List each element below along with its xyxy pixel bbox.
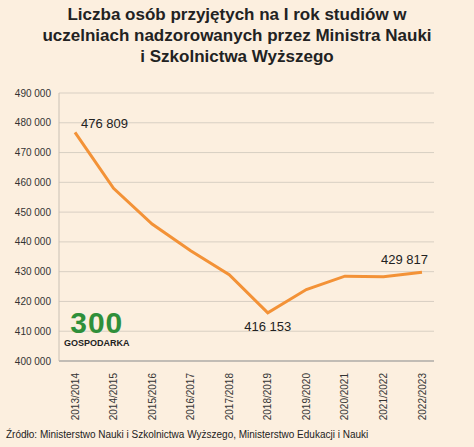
svg-text:2018/2019: 2018/2019 <box>262 373 273 421</box>
svg-text:429 817: 429 817 <box>381 252 428 267</box>
svg-text:2014/2015: 2014/2015 <box>108 373 119 421</box>
svg-text:2019/2020: 2019/2020 <box>301 373 312 421</box>
html-text:Źródło: Ministerstwo Nauki i S: Źródło: Ministerstwo Nauki i Szkolnictwa… <box>6 429 369 440</box>
svg-text:440 000: 440 000 <box>15 236 52 247</box>
html-text:GOSPODARKA: GOSPODARKA <box>64 338 130 348</box>
svg-text:2021/2022: 2021/2022 <box>378 373 389 421</box>
svg-text:2020/2021: 2020/2021 <box>339 373 350 421</box>
svg-text:450 000: 450 000 <box>15 207 52 218</box>
svg-text:420 000: 420 000 <box>15 296 52 307</box>
svg-text:2013/2014: 2013/2014 <box>70 373 81 421</box>
svg-text:2017/2018: 2017/2018 <box>224 373 235 421</box>
svg-text:2022/2023: 2022/2023 <box>417 373 428 421</box>
html-text:Liczba osób przyjętych na I ro: Liczba osób przyjętych na I rok studiów … <box>42 5 432 66</box>
svg-text:490 000: 490 000 <box>15 88 52 99</box>
svg-text:480 000: 480 000 <box>15 117 52 128</box>
svg-text:476 809: 476 809 <box>81 116 128 131</box>
svg-text:410 000: 410 000 <box>15 326 52 337</box>
svg-text:470 000: 470 000 <box>15 147 52 158</box>
svg-text:400 000: 400 000 <box>15 356 52 367</box>
svg-text:416 153: 416 153 <box>244 319 291 334</box>
svg-text:2015/2016: 2015/2016 <box>147 373 158 421</box>
svg-text:2016/2017: 2016/2017 <box>185 373 196 421</box>
svg-text:430 000: 430 000 <box>15 266 52 277</box>
html-text:300: 300 <box>70 306 124 339</box>
svg-text:460 000: 460 000 <box>15 177 52 188</box>
